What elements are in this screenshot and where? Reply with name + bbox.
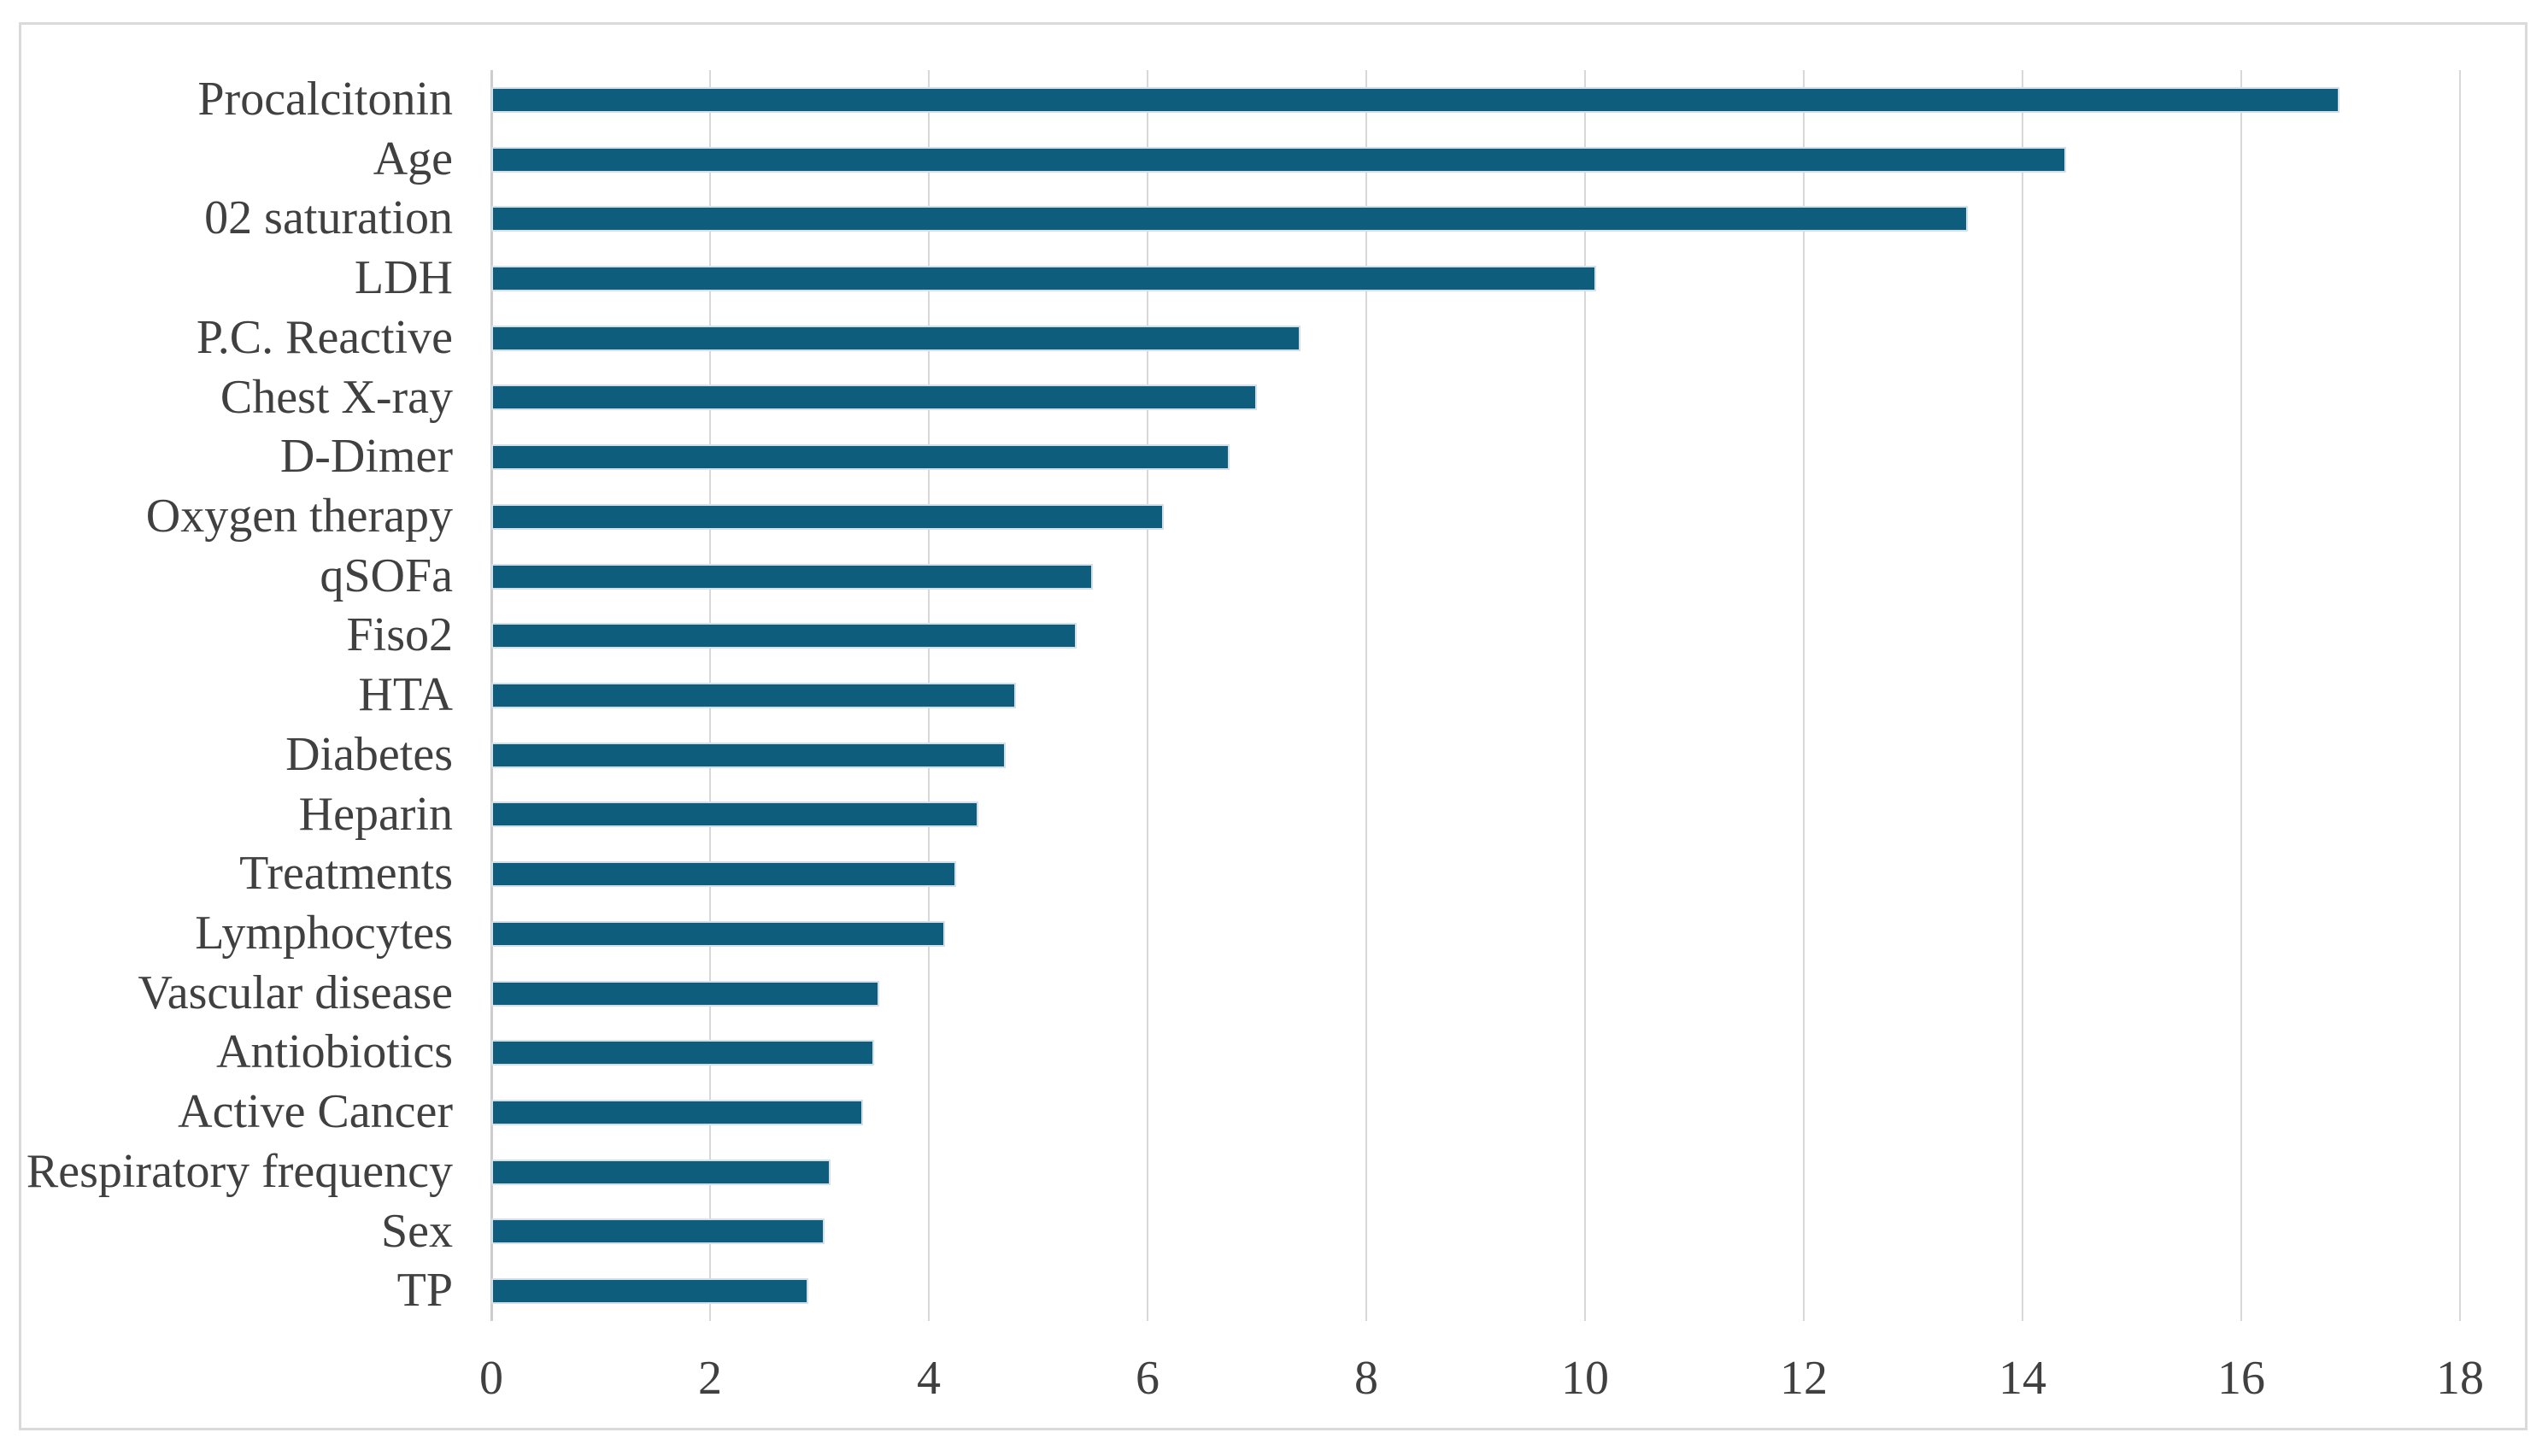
chart-card bbox=[19, 22, 2527, 1430]
